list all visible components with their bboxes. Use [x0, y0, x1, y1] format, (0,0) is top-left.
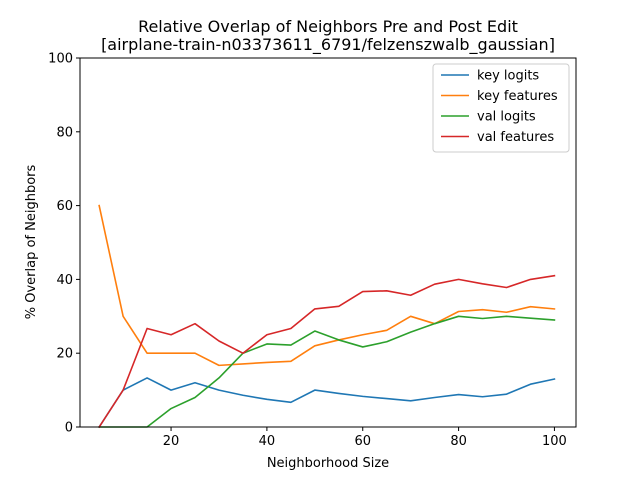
series-line-4 — [98, 274, 556, 429]
axes: 20 40 60 80 100 0 20 40 60 80 100 — [48, 52, 577, 449]
x-tick-label: 60 — [354, 434, 371, 449]
legend-label: key features — [477, 89, 558, 104]
legend-box — [432, 63, 570, 153]
y-tick-label: 60 — [56, 199, 73, 214]
y-tick-label: 20 — [56, 347, 73, 362]
chart-subtitle: [airplane-train-n03373611_6791/felzenszw… — [101, 35, 555, 55]
series-line-2 — [98, 204, 556, 367]
chart-title: Relative Overlap of Neighbors Pre and Po… — [138, 17, 518, 36]
series-line-1 — [98, 377, 556, 429]
x-axis-label: Neighborhood Size — [267, 456, 389, 471]
y-tick-label: 40 — [56, 273, 73, 288]
y-tick-label: 0 — [65, 421, 73, 436]
legend-label: val logits — [477, 110, 536, 125]
x-tick-label: 80 — [450, 434, 467, 449]
legend: key logits key features val logits val feat… — [432, 63, 570, 153]
legend-label: val features — [477, 130, 554, 145]
x-tick-label: 20 — [163, 434, 180, 449]
series-lines — [98, 204, 556, 429]
plot-frame — [79, 57, 577, 428]
legend-label: key logits — [477, 69, 539, 84]
y-tick-label: 100 — [48, 52, 73, 67]
x-tick-label: 100 — [542, 434, 567, 449]
y-tick-label: 80 — [56, 125, 73, 140]
x-tick-label: 40 — [259, 434, 276, 449]
series-line-3 — [98, 315, 556, 428]
y-axis-label: % Overlap of Neighbors — [24, 165, 39, 320]
